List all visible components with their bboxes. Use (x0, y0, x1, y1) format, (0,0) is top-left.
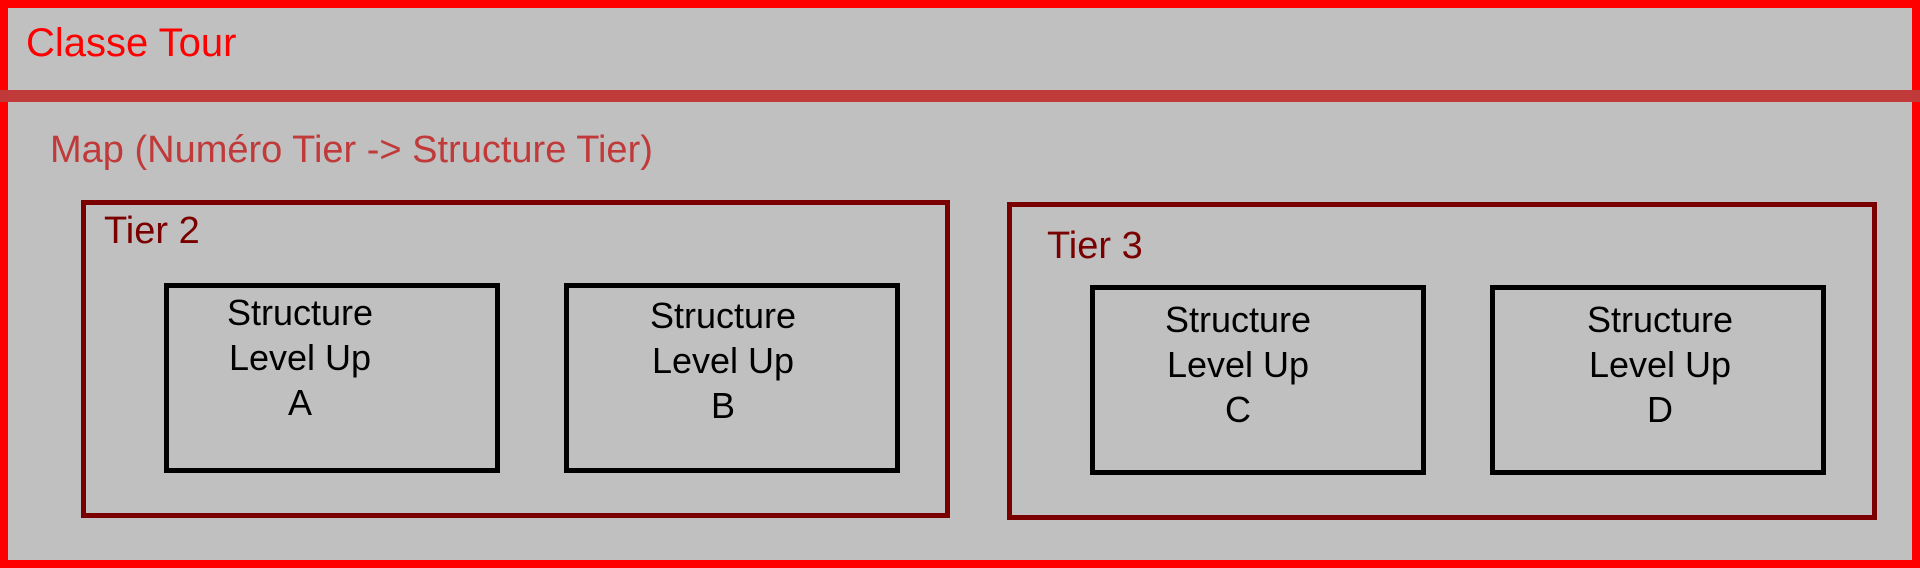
structure-c-line1: Structure (1164, 299, 1312, 340)
tier-2-box (81, 200, 950, 518)
structure-d-line3: D (1647, 389, 1673, 430)
structure-a-line2: Level Up (228, 337, 372, 378)
structure-d-label: Structure Level Up D (1560, 297, 1760, 432)
tier-2-label: Tier 2 (104, 210, 200, 252)
tier-3-box (1007, 202, 1877, 520)
structure-a-line1: Structure (226, 292, 374, 333)
structure-c-label: Structure Level Up C (1138, 297, 1338, 432)
structure-b-line1: Structure (649, 295, 797, 336)
class-divider (0, 90, 1920, 102)
structure-b-label: Structure Level Up B (623, 293, 823, 428)
structure-d-line2: Level Up (1588, 344, 1732, 385)
map-label: Map (Numéro Tier -> Structure Tier) (50, 129, 653, 171)
structure-a-line3: A (287, 382, 312, 423)
structure-c-line2: Level Up (1166, 344, 1310, 385)
structure-c-line3: C (1225, 389, 1251, 430)
structure-a-box (164, 283, 500, 473)
structure-b-line2: Level Up (651, 340, 795, 381)
structure-b-line3: B (710, 385, 735, 426)
structure-c-box (1090, 285, 1426, 475)
structure-d-box (1490, 285, 1826, 475)
class-title: Classe Tour (26, 21, 237, 65)
structure-b-box (564, 283, 900, 473)
structure-d-line1: Structure (1586, 299, 1734, 340)
structure-a-label: Structure Level Up A (200, 290, 400, 425)
tier-3-label: Tier 3 (1047, 225, 1143, 267)
